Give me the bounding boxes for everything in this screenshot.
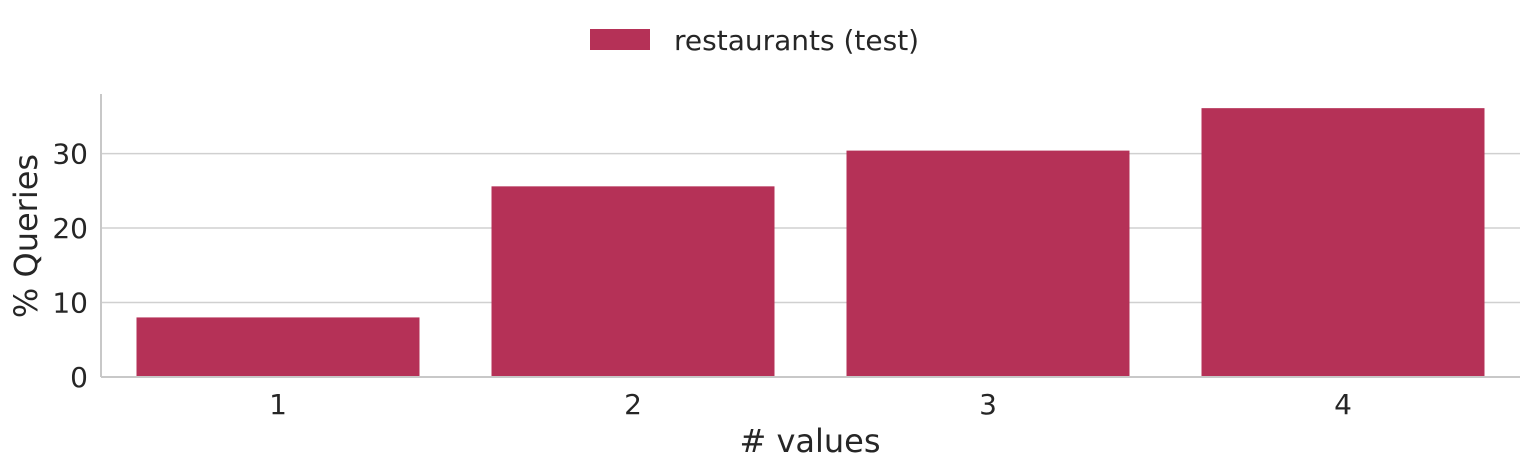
bar-3 [846, 150, 1130, 377]
bar-1 [136, 317, 420, 377]
bars [136, 108, 1485, 378]
x-tick-label-1: 1 [269, 388, 287, 421]
y-tick-label-30: 30 [52, 138, 88, 171]
legend: restaurants (test) [590, 24, 919, 57]
x-tick-labels: 1 2 3 4 [269, 388, 1352, 421]
bar-2 [491, 186, 775, 377]
y-tick-label-20: 20 [52, 212, 88, 245]
y-tick-labels: 0 10 20 30 [52, 138, 88, 394]
x-tick-label-3: 3 [979, 388, 997, 421]
y-tick-label-0: 0 [70, 361, 88, 394]
x-axis-title: # values [739, 422, 880, 460]
legend-label-restaurants-test: restaurants (test) [674, 24, 919, 57]
legend-swatch [590, 29, 650, 50]
x-tick-label-2: 2 [624, 388, 642, 421]
bar-4 [1201, 108, 1485, 378]
x-tick-label-4: 4 [1334, 388, 1352, 421]
y-axis-title: % Queries [7, 154, 45, 318]
y-tick-label-10: 10 [52, 287, 88, 320]
